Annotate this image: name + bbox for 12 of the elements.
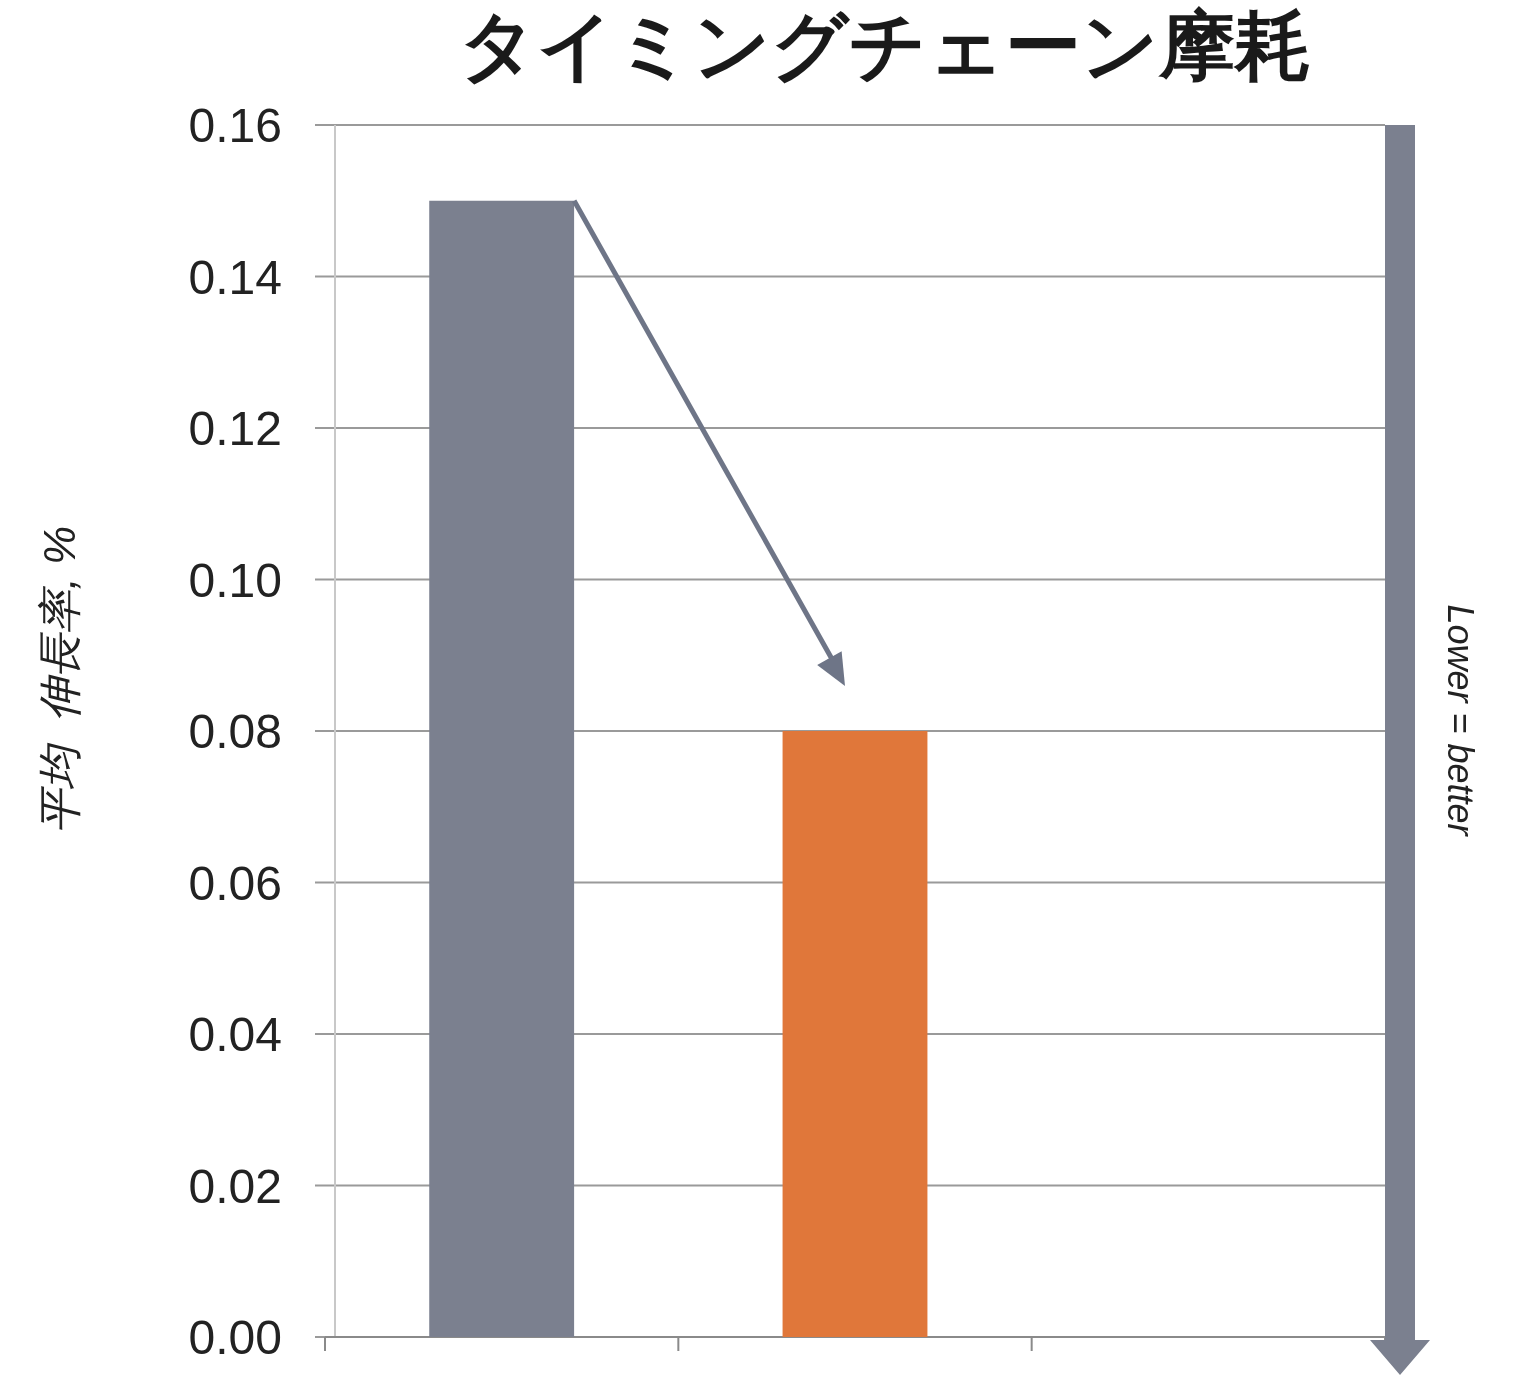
- y-tick-label: 0.14: [188, 250, 282, 304]
- y-tick-label: 0.04: [188, 1008, 282, 1061]
- annotation: Lower = better: [1440, 604, 1481, 836]
- ylabel: 平均 伸長率, %: [35, 526, 84, 834]
- y-tick-label: 0.10: [188, 553, 282, 607]
- y-tick-label: 0.00: [188, 1311, 282, 1364]
- y-tick-label: 0.16: [188, 99, 282, 152]
- y-tick-label: 0.12: [188, 402, 282, 455]
- y-tick-label: 0.06: [188, 856, 282, 910]
- y-tick-label: 0.08: [188, 705, 282, 758]
- title: タイミングチェーン摩耗: [459, 3, 1311, 88]
- y-tick-label: 0.02: [188, 1159, 282, 1213]
